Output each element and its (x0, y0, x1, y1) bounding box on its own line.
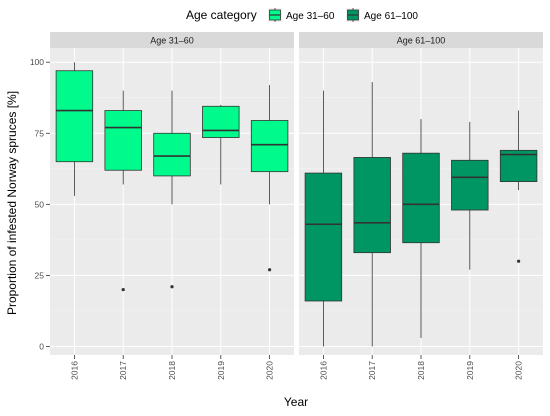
box-2020 (250, 84, 289, 272)
x-tick-label: 2018 (167, 361, 177, 380)
box-2018 (402, 119, 440, 338)
legend-label-age-61-100: Age 61–100 (364, 11, 418, 22)
panel-1: Age 31–60 2016 2017 2018 2019 2020 (50, 32, 294, 380)
legend-item-age-61-100: Age 61–100 (346, 8, 418, 22)
x-tick-label: 2019 (216, 361, 226, 380)
box-2020 (499, 110, 538, 263)
box-body (402, 152, 440, 244)
y-tick-label: 50 (35, 199, 45, 209)
box-2017 (353, 82, 391, 347)
box-body (153, 132, 191, 177)
panel-strip-label: Age 31–60 (150, 36, 194, 46)
panel-strip (299, 32, 543, 48)
box-2019 (202, 104, 240, 185)
box-body (250, 120, 289, 173)
legend-label-age-31-60: Age 31–60 (286, 11, 335, 22)
legend-title: Age category (186, 8, 257, 22)
y-tick-label: 0 (39, 341, 44, 351)
legend-item-age-31-60: Age 31–60 (268, 8, 335, 22)
box-body (304, 172, 343, 302)
box-body (451, 159, 489, 211)
x-tick-label: 2017 (118, 361, 128, 380)
x-tick-label: 2020 (514, 361, 524, 380)
panel-2: Age 61–100 2016 2017 2018 2019 2020 (299, 32, 543, 380)
y-tick-label: 75 (35, 128, 45, 138)
y-tick-label: 100 (30, 57, 44, 67)
x-tick-label: 2017 (367, 361, 377, 380)
box-2019 (451, 121, 489, 270)
x-tick-label: 2016 (69, 361, 79, 380)
x-tick-label: 2016 (318, 361, 328, 380)
panel-strip-label: Age 61–100 (397, 36, 446, 46)
outlier-point (268, 268, 272, 272)
box-body (104, 110, 142, 171)
x-tick-label: 2019 (465, 361, 475, 380)
x-axis-title: Year (284, 395, 308, 409)
outlier-point (170, 285, 174, 289)
outlier-point (517, 259, 521, 263)
y-tick-label: 25 (35, 270, 45, 280)
box-2017 (104, 90, 142, 292)
x-tick-label: 2018 (416, 361, 426, 380)
panel-strip (50, 32, 294, 48)
box-2016 (55, 62, 94, 196)
box-body (55, 70, 94, 163)
box-body (353, 157, 391, 254)
box-body (499, 149, 538, 183)
outlier-point (121, 288, 125, 292)
box-body (202, 105, 240, 138)
y-axis-title: Proportion of infested Norway spruces [%… (5, 91, 19, 315)
x-tick-label: 2020 (265, 361, 275, 380)
box-2016 (304, 90, 343, 347)
box-2018 (153, 90, 191, 289)
legend: Age category Age 31–60 Age 61–100 (186, 8, 418, 22)
